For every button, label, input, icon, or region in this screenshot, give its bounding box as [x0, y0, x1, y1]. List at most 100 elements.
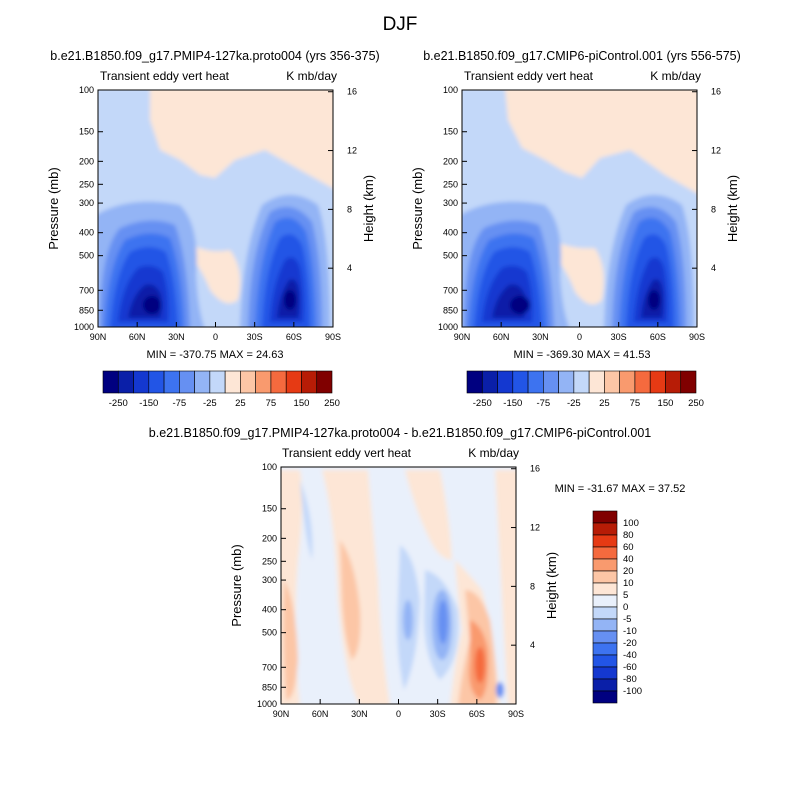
contour-level-250: [143, 296, 161, 314]
colorbar-label: -25: [567, 398, 581, 409]
y-tick-label: 700: [262, 662, 277, 672]
colorbar-swatch: [592, 654, 618, 668]
colorbar-label: 150: [658, 398, 674, 409]
colorbar-swatch: [573, 370, 590, 394]
colorbar-label: 25: [599, 398, 610, 409]
y2-tick-label: 12: [347, 146, 357, 156]
colorbar-swatch: [592, 690, 618, 704]
contour-level-10: [340, 540, 361, 660]
colorbar-swatch: [649, 370, 666, 394]
y-tick-label: 150: [443, 127, 458, 137]
panel-c-left-label: Transient eddy vert heat: [282, 446, 412, 460]
y-tick-label: 300: [79, 198, 94, 208]
colorbar-label: 10: [623, 578, 634, 589]
y-tick-label: 100: [79, 85, 94, 95]
contour-level-minus-5: [300, 480, 313, 560]
y2-tick-label: 12: [711, 146, 721, 156]
y-axis-label: Pressure (mb): [410, 167, 425, 249]
colorbar-swatch: [543, 370, 559, 394]
panel-b-field: [462, 90, 697, 327]
y-tick-label: 400: [79, 228, 94, 238]
y-tick-label: 1000: [438, 322, 458, 332]
panel-a-left-label: Transient eddy vert heat: [100, 69, 230, 83]
y-tick-label: 100: [262, 462, 277, 472]
x-tick-label: 0: [577, 332, 582, 342]
panel-b-left-label: Transient eddy vert heat: [464, 69, 594, 83]
x-tick-label: 60S: [650, 332, 666, 342]
y-tick-label: 300: [443, 198, 458, 208]
y-tick-label: 250: [443, 179, 458, 189]
colorbar-swatch: [588, 370, 605, 394]
colorbar-swatch: [301, 370, 318, 394]
panel-a-contours: [98, 90, 333, 327]
colorbar-label: -75: [172, 398, 186, 409]
colorbar-label: 40: [623, 554, 634, 565]
colorbar-swatch: [512, 370, 529, 394]
colorbar-swatch: [592, 534, 618, 548]
colorbar-swatch: [194, 370, 211, 394]
colorbar-swatch: [179, 370, 195, 394]
contour-level-5: [405, 470, 452, 560]
x-tick-label: 0: [396, 709, 401, 719]
colorbar-swatch: [163, 370, 180, 394]
colorbar-swatch: [592, 678, 618, 692]
panel-a-right-label: K mb/day: [286, 69, 337, 83]
colorbar-swatch: [209, 370, 226, 394]
x-tick-label: 30S: [247, 332, 263, 342]
panel-b-stats: MIN = -369.30 MAX = 41.53: [514, 349, 651, 361]
colorbar-label: -250: [109, 398, 128, 409]
y-tick-label: 400: [262, 605, 277, 615]
contour-positive-tropics: [548, 238, 604, 305]
colorbar-label: -75: [536, 398, 550, 409]
panel-c-title: b.e21.B1850.f09_g17.PMIP4-127ka.proto004…: [149, 426, 651, 440]
y-tick-label: 200: [262, 533, 277, 543]
y-tick-label: 250: [262, 556, 277, 566]
panel-a-colorbar: -250 -150 -75 -25 25 75 150 250: [102, 370, 340, 409]
colorbar-swatch: [592, 618, 618, 632]
colorbar-swatch: [619, 370, 636, 394]
panel-b-axes: 100 150 200 250 300 400 500 700 850 1000 16 12 8 4 90N…: [410, 85, 740, 342]
x-tick-label: 30S: [611, 332, 627, 342]
colorbar-swatch: [255, 370, 272, 394]
colorbar-swatch: [634, 370, 651, 394]
colorbar-swatch: [527, 370, 544, 394]
colorbar-swatch: [481, 370, 498, 394]
colorbar-label: -60: [623, 662, 637, 673]
panel-b-title: b.e21.B1850.f09_g17.CMIP6-piControl.001 …: [423, 49, 741, 63]
colorbar-swatch: [592, 642, 618, 656]
y-tick-label: 200: [443, 156, 458, 166]
x-tick-label: 90N: [90, 332, 107, 342]
x-tick-label: 90S: [689, 332, 705, 342]
x-tick-label: 30N: [168, 332, 185, 342]
y-tick-label: 1000: [74, 322, 94, 332]
y-tick-label: 700: [443, 285, 458, 295]
panel-c-contours: [281, 467, 516, 704]
contour-level-minus-20: [438, 600, 448, 644]
contour-level-250: [648, 290, 660, 310]
y-axis-label: Pressure (mb): [46, 167, 61, 249]
panel-a-stats: MIN = -370.75 MAX = 24.63: [147, 349, 284, 361]
colorbar-swatch: [592, 558, 618, 572]
y-tick-label: 400: [443, 228, 458, 238]
x-tick-label: 60S: [469, 709, 485, 719]
y2-axis-label: Height (km): [725, 175, 740, 242]
contour-positive-tropics: [185, 240, 241, 304]
colorbar-label: -150: [503, 398, 522, 409]
panel-a-title: b.e21.B1850.f09_g17.PMIP4-127ka.proto004…: [50, 49, 379, 63]
colorbar-swatch: [592, 570, 618, 584]
colorbar-swatch: [148, 370, 165, 394]
colorbar-swatch: [224, 370, 241, 394]
panel-c-stats: MIN = -31.67 MAX = 37.52: [555, 483, 686, 495]
y2-tick-label: 4: [711, 263, 716, 273]
y-tick-label: 850: [79, 305, 94, 315]
panel-c-right-label: K mb/day: [468, 446, 519, 460]
y2-axis-label: Height (km): [544, 552, 559, 619]
panel-a-axes: 100 150 200 250 300 400 500 700 850 1000 16 12 8 4 90N…: [46, 85, 376, 342]
contour-positive-upper: [150, 90, 333, 189]
panel-c-field: [281, 467, 516, 704]
colorbar-swatch: [285, 370, 302, 394]
x-tick-label: 30N: [351, 709, 368, 719]
colorbar-swatch: [102, 370, 119, 394]
